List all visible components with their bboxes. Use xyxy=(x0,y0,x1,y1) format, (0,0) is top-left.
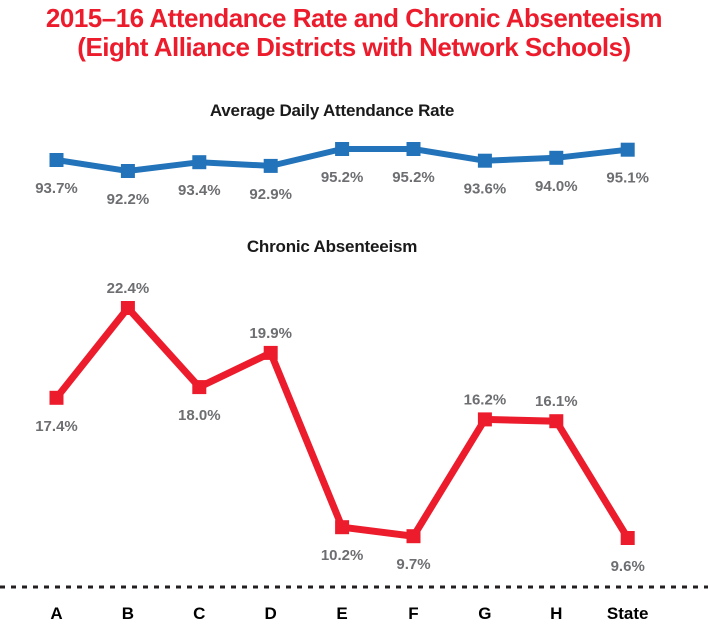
attendance-marker-D xyxy=(263,158,278,173)
chronic-value-label-State: 9.6% xyxy=(611,558,645,575)
page-title-line1: 2015–16 Attendance Rate and Chronic Abse… xyxy=(45,3,663,33)
x-axis-label-G: G xyxy=(478,604,491,623)
chronic-value-label-H: 16.1% xyxy=(535,393,578,410)
chronic-marker-E xyxy=(335,520,350,535)
chronic-marker-State xyxy=(620,531,635,545)
chronic-marker-B xyxy=(120,301,135,315)
attendance-value-label-State: 95.1% xyxy=(606,170,649,187)
chronic-value-label-C: 18.0% xyxy=(178,407,221,424)
chronic-marker-A xyxy=(49,390,64,405)
attendance-value-label-G: 93.6% xyxy=(464,181,507,198)
chronic-line xyxy=(53,302,631,540)
attendance-value-label-H: 94.0% xyxy=(535,178,578,195)
attendance-value-label-D: 92.9% xyxy=(249,186,292,203)
page-title: 2015–16 Attendance Rate and Chronic Abse… xyxy=(0,4,708,62)
chronic-value-label-E: 10.2% xyxy=(321,547,364,564)
x-axis-label-D: D xyxy=(265,604,277,623)
chronic-marker-G xyxy=(477,412,492,427)
x-axis-label-State: State xyxy=(607,604,649,623)
attendance-marker-E xyxy=(335,142,350,156)
attendance-value-label-A: 93.7% xyxy=(35,180,78,197)
chronic-value-label-B: 22.4% xyxy=(107,280,150,297)
attendance-marker-State xyxy=(620,142,635,157)
attendance-section-title: Average Daily Attendance Rate xyxy=(209,101,455,120)
attendance-marker-H xyxy=(549,150,564,165)
chronic-marker-C xyxy=(192,380,207,395)
attendance-value-label-B: 92.2% xyxy=(107,191,150,208)
chronic-section-title: Chronic Absenteeism xyxy=(246,237,418,256)
chronic-value-label-F: 9.7% xyxy=(396,556,430,573)
attendance-marker-C xyxy=(192,155,207,170)
chronic-value-label-D: 19.9% xyxy=(249,325,292,342)
page-title-line2: (Eight Alliance Districts with Network S… xyxy=(77,32,631,62)
x-axis-label-E: E xyxy=(336,604,347,623)
x-axis-label-F: F xyxy=(408,604,418,623)
x-axis-label-A: A xyxy=(50,604,62,623)
attendance-value-label-C: 93.4% xyxy=(178,182,221,199)
attendance-marker-F xyxy=(406,142,421,156)
chronic-marker-H xyxy=(549,414,564,429)
chronic-value-label-G: 16.2% xyxy=(464,391,507,408)
attendance-value-label-E: 95.2% xyxy=(321,169,364,186)
attendance-marker-G xyxy=(477,153,492,168)
chronic-value-label-A: 17.4% xyxy=(35,418,78,435)
chronic-marker-F xyxy=(406,529,421,544)
attendance-marker-B xyxy=(120,164,135,178)
attendance-value-label-F: 95.2% xyxy=(392,169,435,186)
x-axis-label-H: H xyxy=(550,604,562,623)
attendance-marker-A xyxy=(49,153,64,167)
chronic-marker-D xyxy=(263,345,278,360)
x-axis-label-B: B xyxy=(122,604,134,623)
x-axis-label-C: C xyxy=(193,604,205,623)
